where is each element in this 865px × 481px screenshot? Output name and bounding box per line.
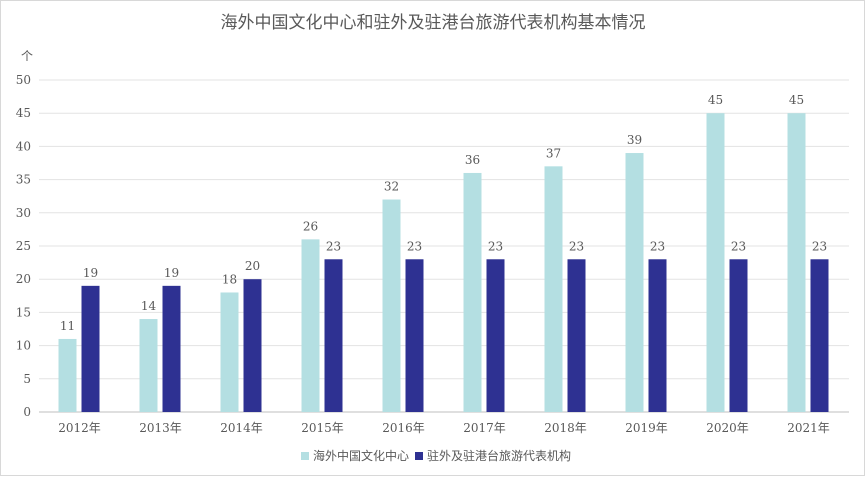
y-tick-label: 5 <box>23 372 31 386</box>
x-tick-label: 2013年 <box>139 421 182 435</box>
bar-culture-center <box>139 319 158 412</box>
bar-tourism-office <box>162 285 181 412</box>
y-tick-label: 40 <box>16 139 31 153</box>
x-tick-label: 2012年 <box>58 421 101 435</box>
data-label: 32 <box>384 180 399 194</box>
bar-tourism-office <box>648 259 667 412</box>
x-tick-label: 2017年 <box>463 421 506 435</box>
bar-tourism-office <box>486 259 505 412</box>
data-label: 45 <box>789 93 804 107</box>
data-label: 11 <box>60 319 75 333</box>
data-label: 36 <box>465 153 480 167</box>
data-label: 39 <box>627 133 642 147</box>
x-tick-label: 2020年 <box>706 421 749 435</box>
data-label: 14 <box>141 299 157 313</box>
x-tick-label: 2016年 <box>382 421 425 435</box>
bar-tourism-office <box>405 259 424 412</box>
data-label: 20 <box>245 259 260 273</box>
data-label: 23 <box>650 239 665 253</box>
bar-culture-center <box>220 292 239 412</box>
y-tick-label: 35 <box>16 173 31 187</box>
bar-culture-center <box>787 113 806 412</box>
data-label: 23 <box>407 239 422 253</box>
y-tick-label: 0 <box>23 405 31 419</box>
data-label: 45 <box>708 93 723 107</box>
bar-culture-center <box>301 239 320 412</box>
data-label: 19 <box>164 266 179 280</box>
bar-tourism-office <box>81 285 100 412</box>
legend-swatch <box>415 452 423 460</box>
bar-tourism-office <box>324 259 343 412</box>
data-label: 23 <box>326 239 341 253</box>
bar-culture-center <box>625 153 644 413</box>
data-label: 18 <box>222 272 237 286</box>
legend-swatch <box>301 452 309 460</box>
y-tick-label: 30 <box>16 206 31 220</box>
y-tick-label: 20 <box>16 272 31 286</box>
y-tick-label: 45 <box>16 106 31 120</box>
bar-tourism-office <box>729 259 748 412</box>
x-tick-label: 2014年 <box>220 421 263 435</box>
bar-culture-center <box>382 199 401 412</box>
legend-label: 驻外及驻港台旅游代表机构 <box>427 448 571 463</box>
x-tick-label: 2021年 <box>787 421 830 435</box>
bar-culture-center <box>463 172 482 412</box>
x-tick-label: 2018年 <box>544 421 587 435</box>
bar-culture-center <box>544 166 563 412</box>
data-label: 37 <box>546 146 561 160</box>
data-label: 23 <box>812 239 827 253</box>
data-label: 26 <box>303 219 318 233</box>
x-tick-label: 2015年 <box>301 421 344 435</box>
legend-label: 海外中国文化中心 <box>313 448 409 463</box>
y-tick-label: 50 <box>16 73 31 87</box>
y-axis-unit: 个 <box>21 49 33 63</box>
bar-tourism-office <box>567 259 586 412</box>
x-tick-label: 2019年 <box>625 421 668 435</box>
y-tick-label: 25 <box>16 239 31 253</box>
bar-culture-center <box>706 113 725 412</box>
legend: 海外中国文化中心 驻外及驻港台旅游代表机构 <box>301 448 571 463</box>
data-label: 23 <box>731 239 746 253</box>
data-label: 23 <box>488 239 503 253</box>
data-label: 23 <box>569 239 584 253</box>
bar-tourism-office <box>810 259 829 412</box>
data-label: 19 <box>83 266 98 280</box>
y-tick-label: 15 <box>16 305 31 319</box>
chart-title: 海外中国文化中心和驻外及驻港台旅游代表机构基本情况 <box>221 13 646 33</box>
bar-tourism-office <box>243 279 262 412</box>
bar-culture-center <box>58 338 77 412</box>
y-tick-label: 10 <box>16 339 31 353</box>
